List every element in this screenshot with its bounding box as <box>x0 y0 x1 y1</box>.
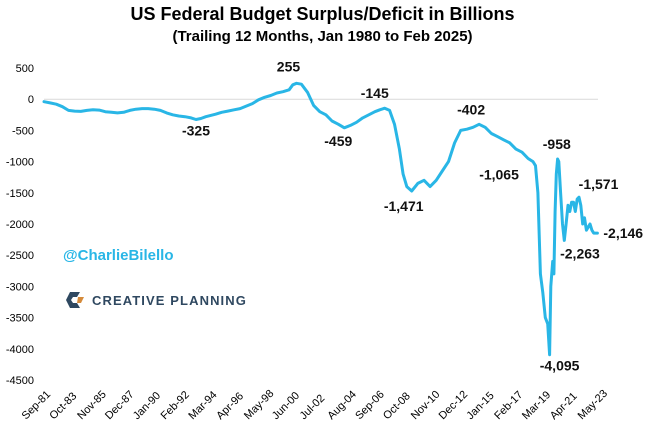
x-tick-label: Sep-06 <box>353 389 387 423</box>
data-label: -958 <box>543 136 571 152</box>
annotation-layer: -325 255 -459 -145 -1,471 -402 -1,065 -4,095 -95… <box>182 58 643 373</box>
data-label: -325 <box>182 122 210 138</box>
x-tick-label: Mar-19 <box>520 389 553 422</box>
y-tick-label: 0 <box>28 94 34 106</box>
x-tick-label: Apr-21 <box>548 390 580 422</box>
x-tick-label: Apr-96 <box>214 390 246 422</box>
data-label: -4,095 <box>540 358 580 374</box>
data-label: -402 <box>457 101 485 117</box>
data-label: -459 <box>324 133 352 149</box>
watermark-logo: CREATIVE PLANNING <box>64 289 247 311</box>
y-tick-label: -3000 <box>6 281 34 293</box>
x-tick-label: Dec-12 <box>437 389 471 423</box>
x-tick-label: May-23 <box>576 388 610 422</box>
y-tick-label: -1500 <box>6 188 34 200</box>
data-label: -1,471 <box>384 198 424 214</box>
x-tick-label: Dec-87 <box>103 389 137 423</box>
x-tick-label: Nov-10 <box>409 389 443 423</box>
x-tick-label: May-98 <box>242 388 276 422</box>
data-label: -2,146 <box>603 225 643 241</box>
y-tick-label: -3500 <box>6 313 34 325</box>
y-tick-label: -2500 <box>6 250 34 262</box>
data-label: -1,065 <box>479 167 519 183</box>
x-tick-label: Jan-15 <box>464 390 496 422</box>
x-tick-label: Sep-81 <box>20 389 54 423</box>
chart-subtitle: (Trailing 12 Months, Jan 1980 to Feb 202… <box>172 28 473 45</box>
y-tick-label: -4500 <box>6 375 34 387</box>
x-tick-label: Aug-04 <box>325 389 359 423</box>
data-label: -2,263 <box>560 245 600 261</box>
y-axis: 500 0 -500 -1000 -1500 -2000 -2500 -3000 -3500 -4… <box>6 63 34 387</box>
logo-text: CREATIVE PLANNING <box>92 292 247 308</box>
creative-planning-mark-icon <box>66 292 84 308</box>
x-tick-label: Oct-83 <box>47 390 79 422</box>
series-line <box>42 81 599 357</box>
series-layer <box>42 81 599 357</box>
x-tick-label: Mar-94 <box>186 389 219 422</box>
x-tick-label: Oct-08 <box>381 390 413 422</box>
y-tick-label: 500 <box>16 63 34 75</box>
x-tick-label: Jul-02 <box>298 392 328 422</box>
x-tick-label: Jan-90 <box>131 390 163 422</box>
y-tick-label: -500 <box>12 125 34 137</box>
data-label: 255 <box>277 58 301 74</box>
x-tick-label: Feb-92 <box>159 389 192 422</box>
chart-title: US Federal Budget Surplus/Deficit in Bil… <box>130 4 515 24</box>
data-label: -145 <box>361 85 389 101</box>
x-axis: Sep-81Oct-83Nov-85Dec-87Jan-90Feb-92Mar-… <box>20 388 610 422</box>
x-tick-label: Nov-85 <box>75 389 109 423</box>
y-tick-label: -4000 <box>6 344 34 356</box>
y-tick-label: -2000 <box>6 219 34 231</box>
watermark-handle: @CharlieBilello <box>63 247 174 264</box>
y-tick-label: -1000 <box>6 157 34 169</box>
data-label: -1,571 <box>579 176 619 192</box>
x-tick-label: Feb-17 <box>492 389 525 422</box>
